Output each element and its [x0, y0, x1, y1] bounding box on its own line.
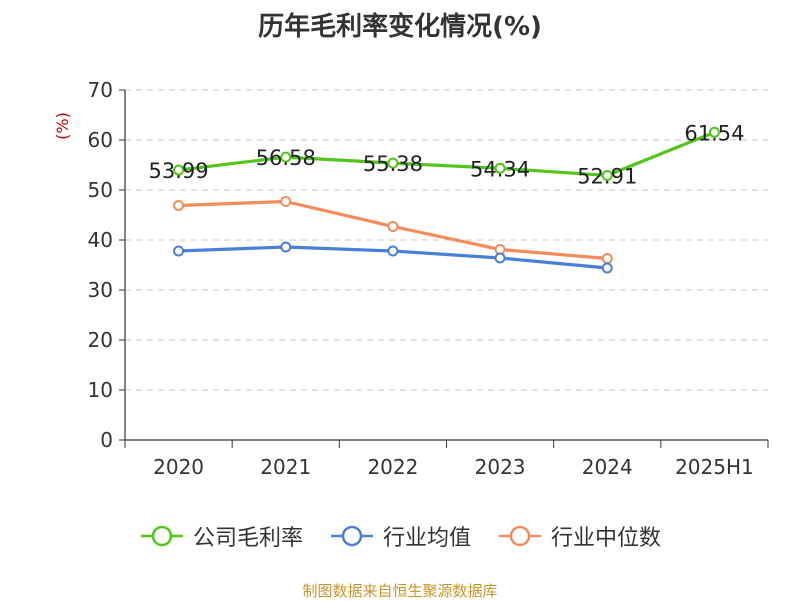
legend-median-line-icon	[499, 525, 541, 547]
data-label: 55.38	[363, 152, 423, 176]
data-label: 53.99	[149, 159, 209, 183]
data-point[interactable]	[173, 164, 185, 176]
data-point[interactable]	[280, 241, 292, 253]
legend-mean-line-icon	[330, 525, 373, 547]
x-tick-label: 2021	[260, 455, 311, 479]
y-tick-label: 30	[88, 278, 113, 302]
data-point[interactable]	[708, 126, 720, 138]
x-tick-label: 2023	[475, 455, 526, 479]
series-line	[178, 130, 716, 178]
data-point[interactable]	[494, 162, 506, 174]
data-point[interactable]	[173, 200, 185, 211]
legend-item-industry-mean[interactable]: 行业均值	[329, 520, 471, 552]
y-axis-label: (%)	[53, 112, 72, 140]
y-tick-label: 40	[88, 228, 113, 252]
chart-title: 历年毛利率变化情况(%)	[258, 12, 542, 42]
y-tick-label: 70	[88, 78, 113, 102]
data-label: 56.58	[256, 146, 316, 170]
data-point[interactable]	[601, 262, 613, 274]
legend-item-industry-median[interactable]: 行业中位数	[497, 520, 661, 552]
data-point[interactable]	[280, 151, 292, 163]
y-tick-label: 60	[88, 128, 113, 152]
data-point[interactable]	[494, 252, 506, 264]
legend-label-industry-median: 行业中位数	[551, 526, 662, 551]
data-point[interactable]	[601, 253, 613, 264]
legend-company-line-icon	[140, 525, 183, 547]
data-point[interactable]	[387, 221, 399, 232]
series	[173, 126, 720, 274]
data-label: 54.34	[470, 157, 530, 181]
data-point[interactable]	[387, 157, 399, 169]
x-tick-label: 2024	[582, 455, 633, 479]
data-point[interactable]	[601, 169, 613, 181]
x-tick-label: 2025H1	[675, 455, 754, 479]
y-tick-label: 50	[88, 178, 113, 202]
data-label: 52.91	[577, 164, 637, 188]
data-point[interactable]	[173, 245, 185, 257]
data-point[interactable]	[280, 196, 292, 207]
source-note: 制图数据来自恒生聚源数据库	[302, 582, 498, 600]
y-tick-label: 0	[100, 428, 113, 452]
y-tick-label: 20	[88, 328, 113, 352]
data-label: 61.54	[684, 121, 744, 145]
grid-lines	[125, 89, 768, 391]
data-labels: 53.99 56.58 55.38 54.34 52.91 61.54	[149, 121, 745, 188]
legend-item-company[interactable]: 公司毛利率	[139, 520, 303, 552]
y-tick-label: 10	[88, 378, 113, 402]
x-tick-label: 2020	[153, 455, 204, 479]
x-tick-label: 2022	[367, 455, 418, 479]
legend-label-industry-mean: 行业均值	[382, 526, 471, 551]
legend: 公司毛利率 行业均值 行业中位数	[0, 520, 800, 552]
legend-label-company: 公司毛利率	[192, 526, 303, 551]
data-point[interactable]	[387, 245, 399, 257]
axes: 0 10 20 30 40 50 60 70 2020 2021 2022 2023 2024 2025H…	[88, 78, 769, 479]
